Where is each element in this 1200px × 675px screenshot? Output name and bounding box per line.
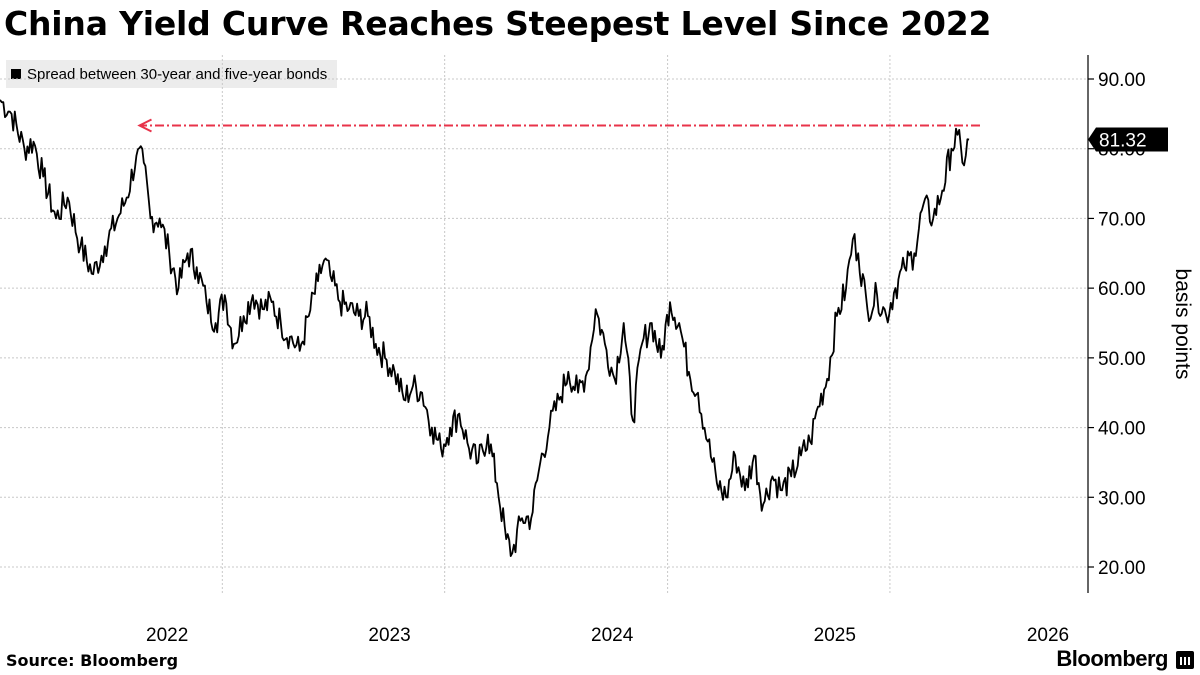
x-tick-label-1: 2023 — [368, 625, 410, 646]
y-tick-label-0: 20.00 — [1098, 558, 1146, 579]
y-tick-label-1: 30.00 — [1098, 488, 1146, 509]
y-axis-label: basis points — [1171, 269, 1194, 380]
y-tick-label-4: 60.00 — [1098, 279, 1146, 300]
annotation-arrow-head-0 — [137, 118, 152, 133]
annotations — [137, 118, 980, 133]
last-value-badge — [1088, 127, 1168, 152]
grid-lines — [0, 78, 1088, 568]
x-tick-labels: 2022 2023 2024 2025 2026 — [146, 625, 1069, 646]
legend: Spread between 30-year and five-year bon… — [6, 60, 338, 88]
legend-label: Spread between 30-year and five-year bon… — [27, 65, 328, 83]
last-value-label: 81.32 — [1088, 127, 1168, 152]
chart-title: China Yield Curve Reaches Steepest Level… — [4, 4, 992, 43]
y-tick-label-3: 50.00 — [1098, 349, 1146, 370]
y-tick-label-5: 70.00 — [1098, 209, 1146, 230]
x-tick-label-3: 2025 — [814, 625, 856, 646]
legend-swatch — [11, 69, 21, 79]
x-tick-label-2: 2024 — [591, 625, 634, 646]
series-line-0 — [0, 99, 970, 557]
brand-logo: Bloomberg — [1056, 646, 1168, 671]
y-tick-label-2: 40.00 — [1098, 419, 1146, 440]
x-tick-label-0: 2022 — [146, 625, 188, 646]
vertical-grid-lines — [221, 55, 891, 593]
last-value-text: 81.32 — [1099, 131, 1147, 152]
bloomberg-terminal-icon — [1176, 651, 1194, 669]
y-tick-label-7: 90.00 — [1098, 70, 1146, 91]
series-group — [0, 99, 970, 557]
source-note: Source: Bloomberg — [6, 651, 179, 670]
x-tick-label-4: 2026 — [1027, 625, 1069, 646]
